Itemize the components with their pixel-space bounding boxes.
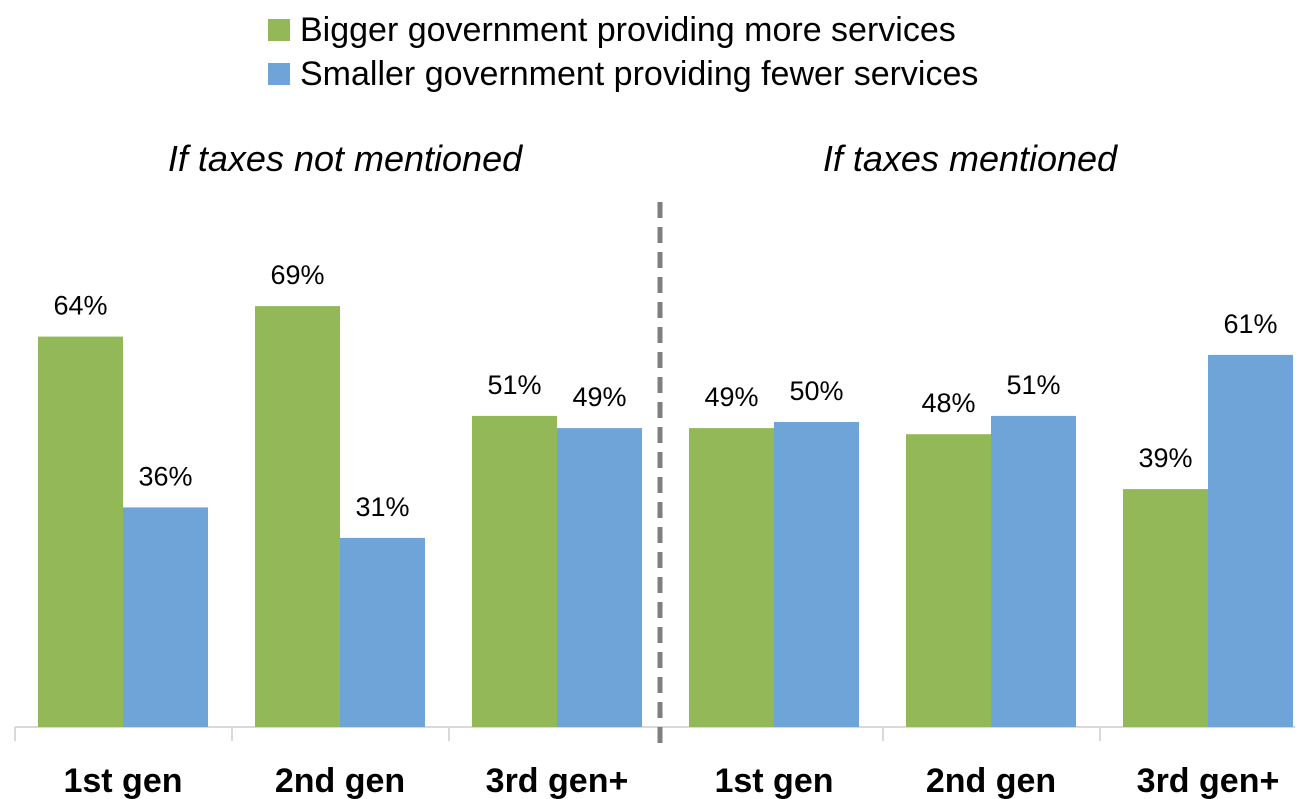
bar-no-tax-3-smaller xyxy=(557,428,642,727)
bar-no-tax-2-bigger xyxy=(255,306,340,727)
bar-no-tax-1-bigger xyxy=(38,336,123,727)
bar-tax-2-bigger xyxy=(906,434,991,727)
data-label: 51% xyxy=(487,370,541,400)
x-tick-label: 1st gen xyxy=(714,762,833,799)
legend-swatch-bigger xyxy=(268,19,290,41)
data-label: 50% xyxy=(789,376,843,406)
legend-swatch-smaller xyxy=(268,63,290,85)
data-label: 69% xyxy=(270,260,324,290)
x-tick-label: 2nd gen xyxy=(275,762,405,799)
x-tick-label: 3rd gen+ xyxy=(1137,762,1280,799)
bar-tax-1-smaller xyxy=(774,422,859,727)
data-label: 39% xyxy=(1138,443,1192,473)
data-label: 48% xyxy=(921,388,975,418)
bar-tax-3-smaller xyxy=(1208,354,1293,727)
x-tick-label: 2nd gen xyxy=(926,762,1056,799)
data-label: 61% xyxy=(1223,309,1277,339)
legend-item-smaller: Smaller government providing fewer servi… xyxy=(268,52,978,96)
panel-title-right: If taxes mentioned xyxy=(822,138,1118,179)
x-tick-label: 1st gen xyxy=(63,762,182,799)
legend-label-smaller: Smaller government providing fewer servi… xyxy=(300,54,979,93)
bar-no-tax-3-bigger xyxy=(472,415,557,727)
legend: Bigger government providing more service… xyxy=(268,8,978,96)
panel-title-left: If taxes not mentioned xyxy=(167,138,523,179)
legend-label-bigger: Bigger government providing more service… xyxy=(300,10,956,49)
bar-tax-1-bigger xyxy=(689,428,774,727)
x-tick-label: 3rd gen+ xyxy=(486,762,629,799)
data-label: 64% xyxy=(53,291,107,321)
data-label: 51% xyxy=(1006,370,1060,400)
bar-tax-2-smaller xyxy=(991,415,1076,727)
bar-no-tax-1-smaller xyxy=(123,507,208,727)
data-label: 31% xyxy=(355,492,409,522)
data-label: 49% xyxy=(572,382,626,412)
legend-item-bigger: Bigger government providing more service… xyxy=(268,8,978,52)
bar-no-tax-2-smaller xyxy=(340,537,425,727)
data-label: 36% xyxy=(138,461,192,491)
bar-tax-3-bigger xyxy=(1123,489,1208,727)
data-label: 49% xyxy=(704,382,758,412)
